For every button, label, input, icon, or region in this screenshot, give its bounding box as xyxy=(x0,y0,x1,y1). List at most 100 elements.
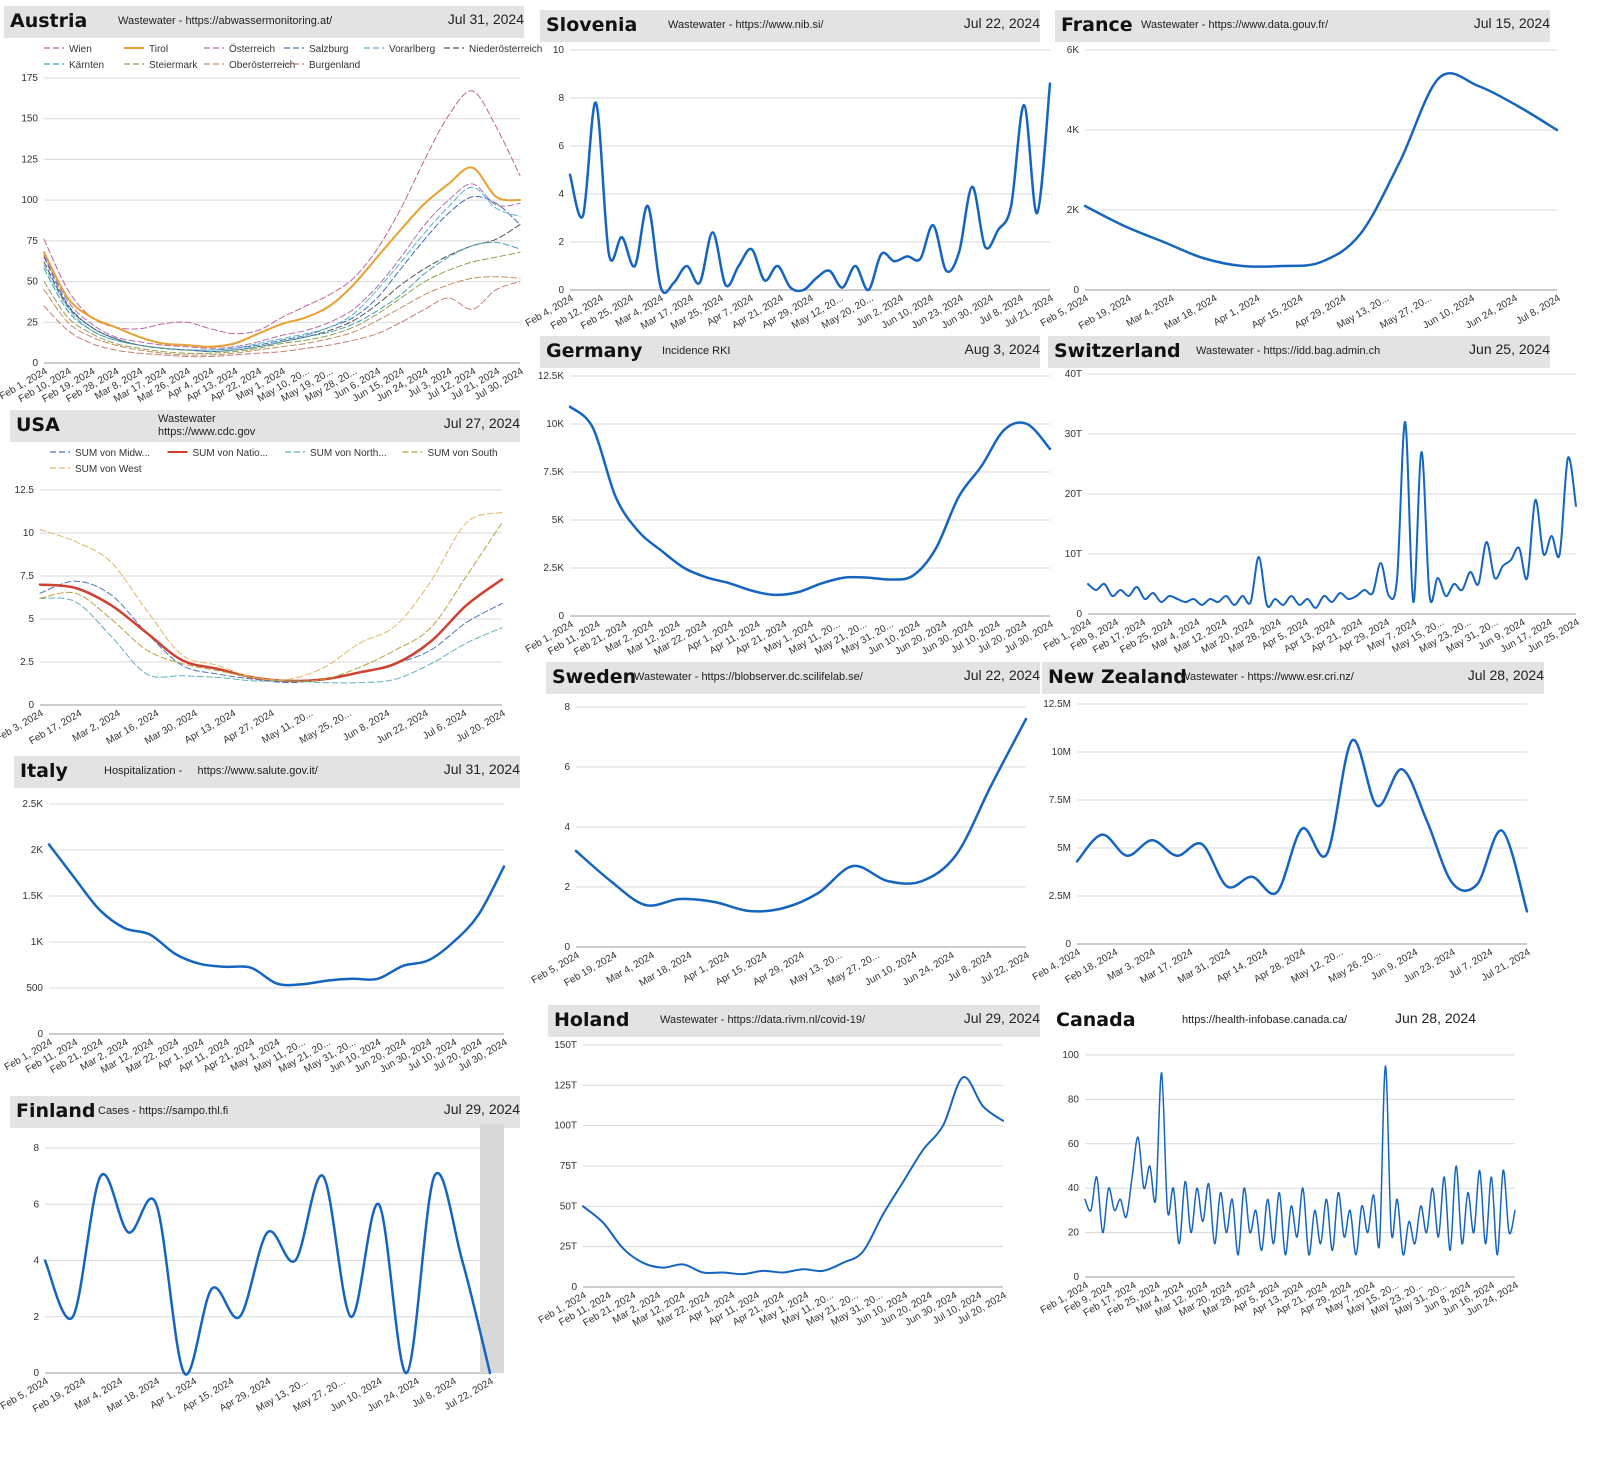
y-tick-label: 10 xyxy=(553,45,565,56)
y-tick-label: 6K xyxy=(1067,45,1080,56)
y-tick-label: 6 xyxy=(33,1199,39,1210)
legend-label: Wien xyxy=(69,44,92,55)
panel-austria: Austria Wastewater - https://abwassermoni… xyxy=(0,6,542,406)
country-title: Canada xyxy=(1056,1009,1136,1031)
y-tick-label: 5 xyxy=(28,614,34,625)
y-tick-label: 7.5K xyxy=(543,467,564,478)
series-line xyxy=(43,251,521,354)
series-line xyxy=(47,843,506,987)
y-tick-label: 8 xyxy=(564,702,570,713)
country-title: Slovenia xyxy=(546,14,638,36)
series-line xyxy=(43,166,521,348)
legend-label: SUM von South xyxy=(428,448,498,459)
y-tick-label: 80 xyxy=(1068,1094,1080,1105)
y-tick-label: 12.5M xyxy=(1043,699,1071,710)
panel-header: Germany Incidence RKI Aug 3, 2024 xyxy=(540,336,1040,368)
panel-header: New Zealand Wastewater - https://www.esr.… xyxy=(1042,662,1544,694)
date-label: Jul 22, 2024 xyxy=(963,15,1040,31)
y-tick-label: 0 xyxy=(28,700,34,711)
x-tick-label: Jul 8, 2024 xyxy=(1515,293,1563,327)
y-tick-label: 5M xyxy=(1057,843,1071,854)
y-tick-label: 4 xyxy=(33,1256,39,1267)
legend-label: SUM von Natio... xyxy=(193,448,269,459)
panel-header: Slovenia Wastewater - https://www.nib.si/… xyxy=(540,10,1040,42)
date-label: Jul 28, 2024 xyxy=(1467,667,1544,683)
y-tick-label: 175 xyxy=(21,73,38,84)
date-label: Jun 25, 2024 xyxy=(1469,341,1550,357)
date-label: Jul 29, 2024 xyxy=(963,1010,1040,1026)
y-tick-label: 0 xyxy=(1073,285,1079,296)
y-tick-label: 0 xyxy=(564,942,570,953)
country-title: France xyxy=(1061,14,1133,36)
y-tick-label: 100T xyxy=(554,1121,577,1132)
series-line xyxy=(43,241,521,353)
legend-label: Österreich xyxy=(229,43,275,55)
y-tick-label: 150T xyxy=(554,1040,577,1051)
y-tick-label: 125 xyxy=(21,154,38,165)
y-tick-label: 7.5M xyxy=(1049,795,1071,806)
panel-header: Canada https://health-infobase.canada.ca/… xyxy=(1050,1005,1544,1037)
date-label: Aug 3, 2024 xyxy=(964,341,1040,357)
series-line xyxy=(39,522,503,682)
y-tick-label: 0 xyxy=(571,1282,577,1293)
series-line xyxy=(568,82,1052,295)
legend-label: SUM von North... xyxy=(310,448,387,459)
y-tick-label: 5K xyxy=(552,515,565,526)
series-line xyxy=(38,578,504,683)
panel-italy: Italy Hospitalization - https://www.salut… xyxy=(3,756,520,1086)
source-label: Hospitalization - https://www.salute.gov… xyxy=(104,765,318,777)
panel-switzerland: Switzerland Wastewater - https://idd.bag.… xyxy=(1042,336,1582,666)
y-tick-label: 30T xyxy=(1065,429,1082,440)
y-tick-label: 0 xyxy=(1073,1272,1079,1283)
series-line xyxy=(43,1171,492,1376)
country-title: Finland xyxy=(16,1100,96,1122)
y-tick-label: 50 xyxy=(27,277,39,288)
date-label: Jul 22, 2024 xyxy=(963,667,1040,683)
panel-header: Italy Hospitalization - https://www.salut… xyxy=(14,756,520,788)
series-line xyxy=(574,717,1028,913)
y-tick-label: 0 xyxy=(558,611,564,622)
series-line xyxy=(39,580,503,684)
y-tick-label: 0 xyxy=(37,1029,43,1040)
y-tick-label: 60 xyxy=(1068,1139,1080,1150)
date-label: Jun 28, 2024 xyxy=(1395,1010,1476,1026)
y-tick-label: 25 xyxy=(27,317,39,328)
country-title: New Zealand xyxy=(1048,666,1187,688)
y-tick-label: 100 xyxy=(1062,1050,1079,1061)
date-label: Jul 15, 2024 xyxy=(1473,15,1550,31)
y-tick-label: 0 xyxy=(33,1368,39,1379)
y-tick-label: 10T xyxy=(1065,549,1082,560)
legend-label: Steiermark xyxy=(149,60,198,71)
source-label: Wastewater - https://blobserver.dc.scili… xyxy=(634,671,863,683)
series-line xyxy=(43,196,521,351)
series-line xyxy=(43,224,521,353)
y-tick-label: 10K xyxy=(546,419,564,430)
legend-label: Salzburg xyxy=(309,44,348,55)
y-tick-label: 10M xyxy=(1052,747,1071,758)
date-label: Jul 31, 2024 xyxy=(443,761,520,777)
series-line xyxy=(1087,420,1577,609)
y-tick-label: 2K xyxy=(31,845,44,856)
source-label: Wastewater - https://data.rivm.nl/covid-… xyxy=(660,1014,865,1026)
y-tick-label: 10 xyxy=(23,528,35,539)
y-tick-label: 100 xyxy=(21,195,38,206)
source-label: Wastewater - https://abwassermonitoring.… xyxy=(118,15,333,27)
panel-header: France Wastewater - https://www.data.gouv… xyxy=(1055,10,1550,42)
country-title: Austria xyxy=(10,10,88,32)
series-line xyxy=(582,1076,1004,1276)
series-line xyxy=(43,90,521,335)
y-tick-label: 2 xyxy=(564,882,570,893)
y-tick-label: 2.5M xyxy=(1049,891,1071,902)
series-line xyxy=(43,281,521,358)
legend-label: Oberösterreich xyxy=(229,60,295,71)
source-label: Cases - https://sampo.thl.fi xyxy=(98,1105,229,1117)
panel-new_zealand: New Zealand Wastewater - https://www.esr.… xyxy=(1031,662,1544,992)
panel-germany: Germany Incidence RKI Aug 3, 2024 0 2.5K 5K 7.… xyxy=(524,336,1056,666)
panel-canada: Canada https://health-infobase.canada.ca/… xyxy=(1039,1005,1544,1335)
y-tick-label: 25T xyxy=(560,1242,577,1253)
